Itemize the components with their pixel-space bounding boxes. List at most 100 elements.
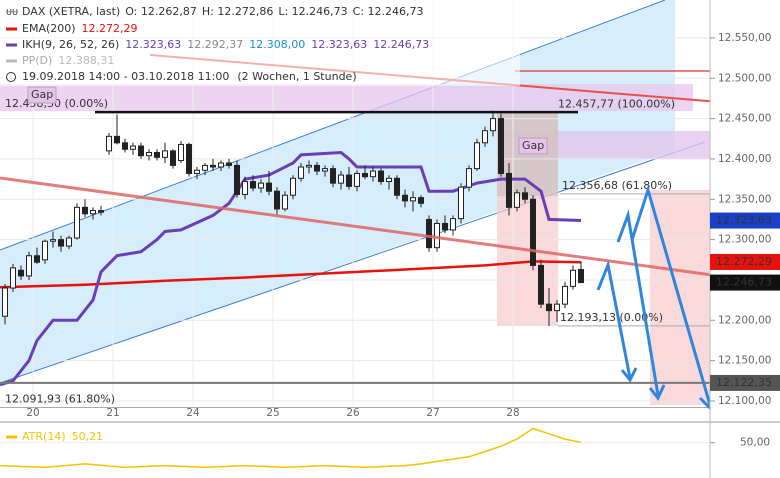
price-axis-bg <box>710 0 780 478</box>
candle-body <box>466 168 472 188</box>
price-tag <box>710 253 780 270</box>
candle-body <box>346 174 352 187</box>
gap-zone <box>0 84 693 111</box>
candle-body <box>90 210 96 215</box>
candle-body <box>186 143 192 174</box>
candle-body <box>386 177 392 183</box>
candle-body <box>378 170 384 183</box>
candle-body <box>554 303 560 312</box>
arrow <box>616 209 660 396</box>
x-tick-label: 26 <box>346 407 360 419</box>
y-tick-label: 12.300,00 <box>718 234 771 246</box>
candle-body <box>322 168 328 172</box>
y-tick-label: 12.350,00 <box>718 193 771 205</box>
x-tick-label: 27 <box>426 407 439 419</box>
instrument: DAX (XETRA, last) <box>22 5 120 18</box>
fib-zone <box>650 190 712 405</box>
trend-line <box>0 176 713 277</box>
candle-body <box>330 168 336 184</box>
gap-label: Gap <box>31 88 53 101</box>
candle-body <box>394 177 400 196</box>
candle-body <box>154 151 160 158</box>
candle-body <box>10 267 16 289</box>
candle-body <box>570 269 576 287</box>
price-tag-label: 12.122,35 <box>716 376 772 389</box>
legend-name: ATR(14) <box>22 430 66 443</box>
legend-row: EMA(200) 12.272,29 <box>22 22 138 35</box>
arrow <box>630 184 712 406</box>
level-label: 12.457,77 (100.00%) <box>558 97 675 110</box>
candle-body <box>450 218 456 231</box>
date-range: 19.09.2018 14:00 - 03.10.2018 11:00 <box>22 70 229 83</box>
candle-body <box>546 303 552 312</box>
y-tick-label: 12.150,00 <box>718 355 771 367</box>
legend-name: PP(D) <box>22 54 52 67</box>
candle-body <box>66 237 72 247</box>
candle-body <box>314 164 320 172</box>
price-tag <box>710 374 780 391</box>
period: (2 Wochen, 1 Stunde) <box>237 70 356 83</box>
price-tag <box>710 212 780 229</box>
legend-value: 12.272,29 <box>82 22 138 35</box>
candle-body <box>538 264 544 305</box>
candle-body <box>114 135 120 144</box>
y-tick-label: 12.100,00 <box>718 395 771 407</box>
candle-body <box>458 186 464 220</box>
candle-body <box>562 285 568 305</box>
channel-line <box>0 0 666 251</box>
plot: 12.458,30 (0.00%) 12.457,77 (100.00%) 12.3… <box>0 86 712 408</box>
candle-body <box>18 269 24 277</box>
legend-value: 50,21 <box>72 430 104 443</box>
candle-body <box>498 118 504 174</box>
candle-body <box>482 130 488 144</box>
candle-body <box>194 169 200 174</box>
candle-body <box>442 222 448 231</box>
legend-value: 12.292,37 <box>187 38 243 51</box>
candle-body <box>42 240 48 261</box>
candle-body <box>170 150 176 166</box>
candle-body <box>514 192 520 208</box>
candle-body <box>490 118 496 132</box>
arrow <box>596 259 632 379</box>
candle-body <box>522 192 528 200</box>
candle-body <box>506 172 512 208</box>
level-label: 12.091,93 (61.80%) <box>5 392 115 405</box>
candle-body <box>258 182 264 189</box>
candle-body <box>26 255 32 277</box>
gap-box <box>27 86 57 104</box>
price-tag <box>710 274 780 291</box>
candle-body <box>474 142 480 170</box>
atr-line <box>0 427 582 469</box>
price-tag-label: 12.272,29 <box>716 255 772 268</box>
legend-value: 12.246,73 <box>373 38 429 51</box>
candle-body <box>130 145 136 150</box>
candle-body <box>266 182 272 192</box>
legend-row: IKH(9, 26, 52, 26) 12.323,63 12.292,37 12.3… <box>22 38 429 51</box>
candle-body <box>74 206 80 239</box>
candle-body <box>82 206 88 215</box>
candle-body <box>2 287 8 317</box>
y-tick-label: 12.400,00 <box>718 153 771 165</box>
y-tick-label: 12.450,00 <box>718 113 771 125</box>
x-tick-label: 21 <box>106 407 119 419</box>
candle-body <box>234 164 240 195</box>
candle-body <box>362 172 368 178</box>
axes: 12.100,0012.150,0012.200,0012.250,0012.3… <box>0 32 780 469</box>
candle-body <box>138 145 144 157</box>
candle-body <box>418 197 424 204</box>
legend-value: 12.323,63 <box>311 38 367 51</box>
legend-bg <box>0 2 520 86</box>
candle-body <box>530 198 536 266</box>
price-tag-label: 12.323,63 <box>716 214 772 227</box>
candle-body <box>370 170 376 178</box>
legend-value: 12.388,31 <box>58 54 114 67</box>
legend-name: EMA(200) <box>22 22 76 35</box>
candle-body <box>242 181 248 195</box>
ohlc: H: 12.272,86 <box>202 5 273 18</box>
ohlc: O: 12.262,87 <box>125 5 197 18</box>
candle-body <box>178 143 184 162</box>
y-tick-label: 12.200,00 <box>718 314 771 326</box>
x-tick-label: 20 <box>26 407 39 419</box>
candle-body <box>290 177 296 196</box>
candle-body <box>250 181 256 189</box>
